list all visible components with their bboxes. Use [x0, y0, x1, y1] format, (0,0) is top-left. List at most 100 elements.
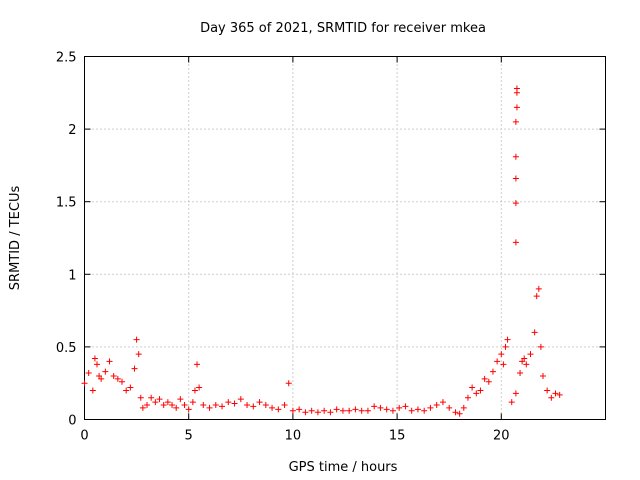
data-point	[433, 401, 440, 408]
y-axis: 0 0.5 1 1.5 2 2.5	[56, 51, 606, 429]
y-axis-label: SRMTID / TECUs	[8, 186, 23, 291]
data-point	[456, 410, 463, 417]
data-point	[396, 404, 403, 411]
data-point	[91, 355, 98, 362]
data-point	[485, 378, 492, 385]
data-point	[439, 399, 446, 406]
data-point	[281, 401, 288, 408]
data-point	[489, 368, 496, 375]
x-tick-label: 20	[493, 429, 510, 444]
data-point	[477, 387, 484, 394]
data-point	[225, 399, 232, 406]
data-point	[89, 387, 96, 394]
data-point	[119, 378, 126, 385]
data-point	[333, 406, 340, 413]
data-point	[502, 343, 509, 350]
data-point	[98, 375, 105, 382]
x-axis: 0 5 10 15 20	[80, 56, 510, 444]
x-axis-label: GPS time / hours	[289, 460, 398, 475]
data-point	[460, 404, 467, 411]
data-point	[513, 85, 520, 92]
data-point	[548, 394, 555, 401]
data-point	[464, 394, 471, 401]
data-point	[427, 404, 434, 411]
data-point	[498, 351, 505, 358]
data-point	[521, 355, 528, 362]
data-point	[135, 351, 142, 358]
data-point	[85, 370, 92, 377]
data-point	[346, 407, 353, 414]
data-point	[512, 118, 519, 125]
data-point	[556, 391, 563, 398]
data-point	[535, 285, 542, 292]
data-point	[513, 104, 520, 111]
data-point	[371, 403, 378, 410]
data-point	[81, 380, 88, 387]
data-point	[539, 372, 546, 379]
data-point	[523, 361, 530, 368]
data-point	[512, 390, 519, 397]
data-point	[137, 394, 144, 401]
data-point	[94, 361, 101, 368]
data-point	[173, 404, 180, 411]
data-point	[537, 343, 544, 350]
data-point	[481, 375, 488, 382]
data-point	[262, 401, 269, 408]
data-point	[321, 407, 328, 414]
data-point	[408, 407, 415, 414]
data-point	[219, 403, 226, 410]
x-tick-label: 10	[285, 429, 302, 444]
data-point	[402, 403, 409, 410]
y-tick-label: 0	[68, 414, 76, 429]
data-point	[156, 396, 163, 403]
x-tick-label: 5	[185, 429, 193, 444]
data-point	[358, 407, 365, 414]
data-point	[527, 351, 534, 358]
data-point	[206, 404, 213, 411]
data-point	[212, 401, 219, 408]
data-point	[285, 380, 292, 387]
data-point	[133, 336, 140, 343]
data-point	[531, 329, 538, 336]
y-tick-label: 1.5	[56, 196, 77, 211]
grid	[84, 56, 606, 420]
data-point	[383, 406, 390, 413]
data-point	[191, 387, 198, 394]
data-point	[196, 384, 203, 391]
data-point	[314, 409, 321, 416]
data-point	[452, 409, 459, 416]
plot-frame	[84, 56, 606, 420]
data-point	[308, 407, 315, 414]
data-point	[421, 407, 428, 414]
data-point	[110, 372, 117, 379]
y-tick-label: 2	[68, 123, 76, 138]
data-point	[250, 403, 257, 410]
data-point	[185, 406, 192, 413]
data-point	[512, 239, 519, 246]
data-point	[389, 407, 396, 414]
x-tick-label: 0	[80, 429, 88, 444]
data-point	[508, 399, 515, 406]
data-point	[164, 399, 171, 406]
data-point	[339, 407, 346, 414]
data-point	[414, 406, 421, 413]
data-point	[269, 404, 276, 411]
data-point	[106, 358, 113, 365]
data-point	[533, 293, 540, 300]
data-point	[177, 396, 184, 403]
y-tick-label: 2.5	[56, 51, 77, 66]
data-point	[473, 390, 480, 397]
data-point	[244, 401, 251, 408]
data-point	[517, 370, 524, 377]
data-point	[552, 390, 559, 397]
data-point	[469, 384, 476, 391]
data-point	[377, 404, 384, 411]
data-point	[302, 409, 309, 416]
data-point	[189, 399, 196, 406]
data-point	[114, 375, 121, 382]
data-point	[544, 387, 551, 394]
data-point	[494, 358, 501, 365]
data-point	[256, 399, 263, 406]
data-point	[127, 384, 134, 391]
